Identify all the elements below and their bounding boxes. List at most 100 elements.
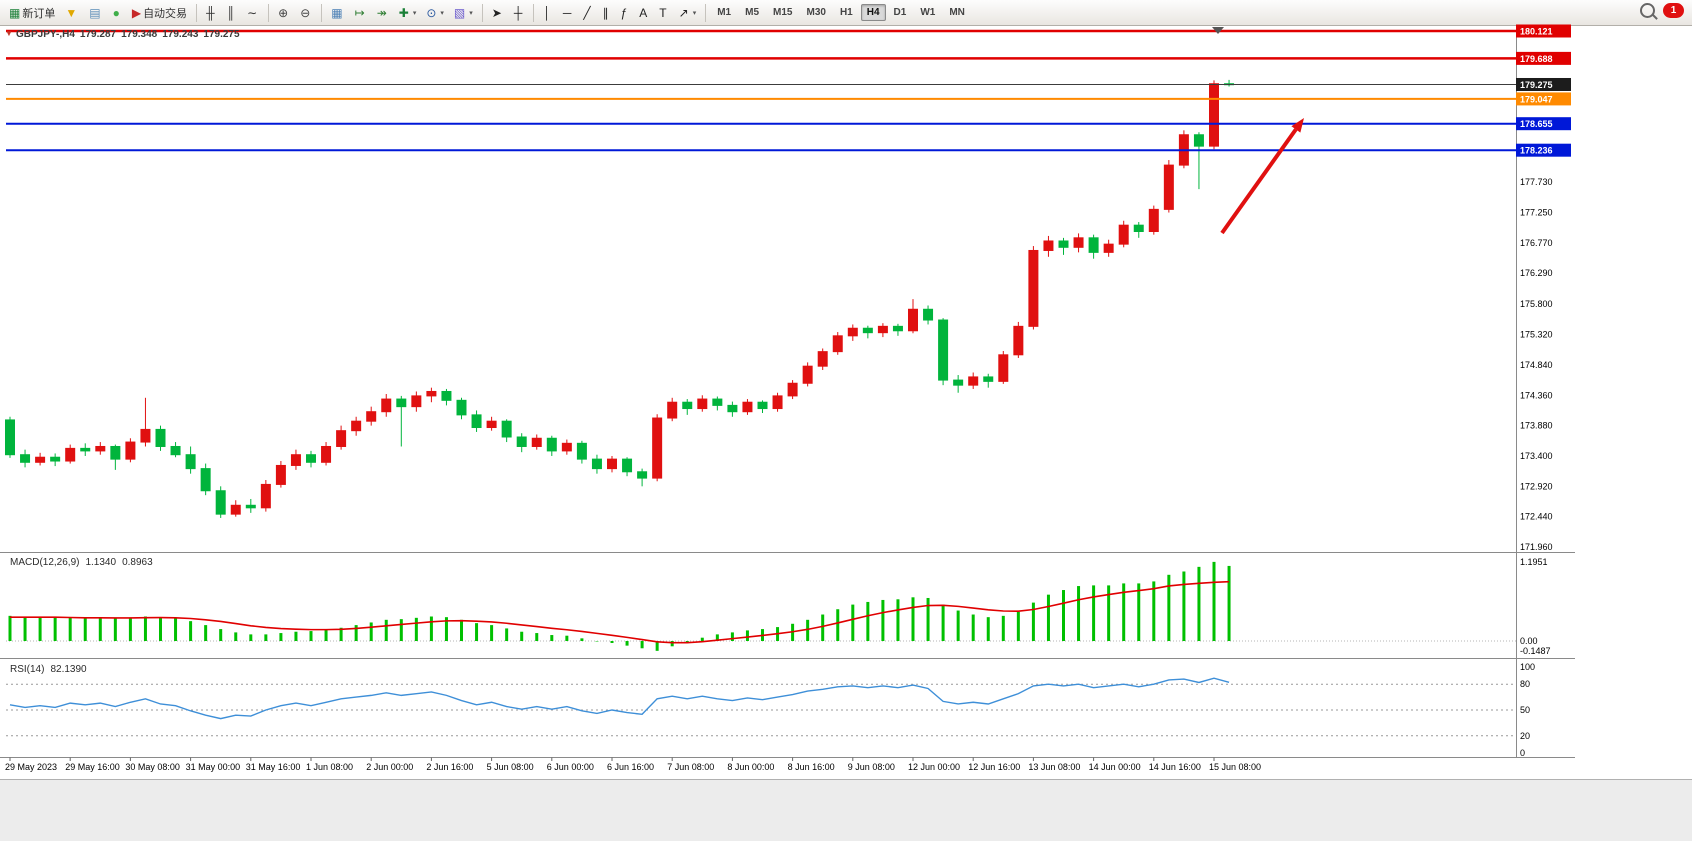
community-icon-button[interactable]: ●	[109, 2, 126, 24]
rsi-scale-label: 50	[1520, 705, 1530, 715]
trendline-button[interactable]: ╱	[579, 2, 596, 24]
candle-body	[1118, 224, 1129, 245]
macd-histogram-bar	[535, 633, 539, 641]
indicators-button[interactable]: ✚ ▾	[395, 2, 421, 24]
horizontal-line-button[interactable]: ─	[559, 2, 578, 24]
vertical-line-button[interactable]: │	[539, 2, 557, 24]
fibonacci-button[interactable]: ƒ	[617, 2, 634, 24]
time-axis-label: 15 Jun 08:00	[1209, 762, 1261, 772]
periods-icon: ⊙	[426, 5, 437, 20]
search-icon[interactable]	[1640, 3, 1655, 18]
macd-histogram-bar	[851, 604, 855, 641]
macd-histogram-bar	[53, 617, 57, 641]
macd-scale-label: 0.00	[1520, 636, 1538, 646]
macd-histogram-bar	[159, 617, 162, 641]
macd-signal-line	[10, 580, 1230, 644]
zoom-out-button[interactable]: ⊖	[296, 2, 316, 24]
label-button[interactable]: T	[655, 2, 672, 24]
macd-histogram-bar	[204, 625, 208, 641]
time-axis-label: 31 May 16:00	[246, 762, 301, 772]
candle-body	[923, 308, 934, 321]
zoom-in-button[interactable]: ⊕	[274, 2, 294, 24]
rsi-label: RSI(14) 82.1390	[10, 664, 93, 675]
line-chart-icon: ∼	[247, 5, 258, 20]
arrows-button[interactable]: ↗ ▾	[675, 2, 701, 24]
timeframe-h1[interactable]: H1	[839, 7, 853, 18]
ohlc-open: 179.287	[79, 29, 117, 40]
chart-shift-button[interactable]: ↠	[373, 2, 393, 24]
price-tick-label: 175.320	[1520, 330, 1553, 340]
macd-histogram-bar	[279, 633, 283, 641]
macd-histogram-bar	[700, 637, 704, 641]
timeframe-w1[interactable]: W1	[920, 7, 936, 18]
candle-body	[381, 398, 392, 413]
macd-histogram-bar	[745, 630, 749, 641]
candle-body	[561, 442, 572, 452]
timeframe-m30[interactable]: M30	[806, 7, 826, 18]
time-axis-label: 6 Jun 16:00	[607, 762, 654, 772]
candle-body	[170, 445, 181, 456]
chart-shift-marker[interactable]	[1212, 27, 1224, 34]
tile-windows-button[interactable]: ▦	[327, 2, 348, 24]
candle-body	[877, 325, 888, 334]
timeframe-mn[interactable]: MN	[949, 7, 965, 18]
autotrading-button[interactable]: ▶ 自动交易	[128, 2, 191, 24]
rsi-name: RSI(14)	[10, 664, 45, 675]
rsi-scale-label: 100	[1520, 662, 1535, 672]
candle-body	[607, 458, 617, 470]
candle-body	[200, 468, 211, 492]
line-chart-button[interactable]: ∼	[243, 2, 263, 24]
zoom-in-icon: ⊕	[278, 5, 289, 20]
candle-body	[1133, 224, 1144, 233]
label-icon: T	[659, 5, 667, 20]
macd-histogram-bar	[715, 634, 719, 641]
chevron-down-icon: ▾	[440, 9, 444, 17]
crosshair-button[interactable]: ┼	[510, 2, 529, 24]
timeframe-d1[interactable]: D1	[893, 7, 907, 18]
candle-body	[908, 308, 918, 332]
trend-arrow-annotation[interactable]	[1220, 128, 1298, 235]
time-axis-label: 2 Jun 16:00	[426, 762, 473, 772]
text-button[interactable]: A	[635, 2, 653, 24]
price-tick-label: 174.840	[1520, 360, 1553, 370]
candle-body	[20, 454, 31, 463]
channel-icon: ∥	[602, 5, 609, 20]
candle-body	[140, 428, 151, 443]
candlestick-chart-button[interactable]: ║	[223, 2, 242, 24]
timeframe-m15[interactable]: M15	[773, 7, 793, 18]
macd-histogram-bar	[369, 622, 373, 641]
auto-scroll-button[interactable]: ↦	[351, 2, 371, 24]
price-tick-label: 175.800	[1520, 299, 1553, 309]
new-order-button[interactable]: ▦ 新订单	[5, 2, 59, 24]
candle-body	[501, 420, 512, 438]
timeframe-h4[interactable]: H4	[860, 4, 886, 21]
macd-histogram-bar	[414, 617, 418, 641]
macd-histogram-bar	[1016, 611, 1020, 641]
timeframe-m1[interactable]: M1	[717, 7, 732, 18]
candle-body	[1028, 249, 1039, 327]
macd-histogram-bar	[956, 610, 960, 641]
templates-button[interactable]: ▧ ▾	[450, 2, 477, 24]
macd-histogram-bar	[113, 618, 117, 641]
macd-histogram-bar	[324, 629, 328, 641]
macd-histogram-bar	[640, 641, 644, 649]
timeframe-m5[interactable]: M5	[745, 7, 760, 18]
channel-button[interactable]: ∥	[599, 2, 615, 24]
candle-body	[185, 454, 196, 470]
ohlc-low: 179.243	[162, 29, 199, 40]
bar-chart-button[interactable]: ╫	[202, 2, 221, 24]
periods-button[interactable]: ⊙ ▾	[422, 2, 448, 24]
macd-histogram-bar	[143, 616, 147, 641]
macd-name: MACD(12,26,9)	[10, 557, 80, 568]
cursor-button[interactable]: ➤	[488, 2, 508, 24]
notification-badge[interactable]: 1	[1663, 3, 1684, 18]
macd-histogram-bar	[1001, 615, 1005, 641]
chart-shift-icon: ↠	[376, 5, 387, 20]
symbol-collapse-icon[interactable]: ▼	[5, 29, 13, 38]
macd-histogram-bar	[986, 617, 990, 641]
price-badge-label: 179.275	[1520, 80, 1553, 90]
price-tick-label: 173.880	[1520, 421, 1553, 431]
metaeditor-icon-button[interactable]: ▼	[61, 2, 83, 24]
print-icon-button[interactable]: ▤	[85, 2, 106, 24]
